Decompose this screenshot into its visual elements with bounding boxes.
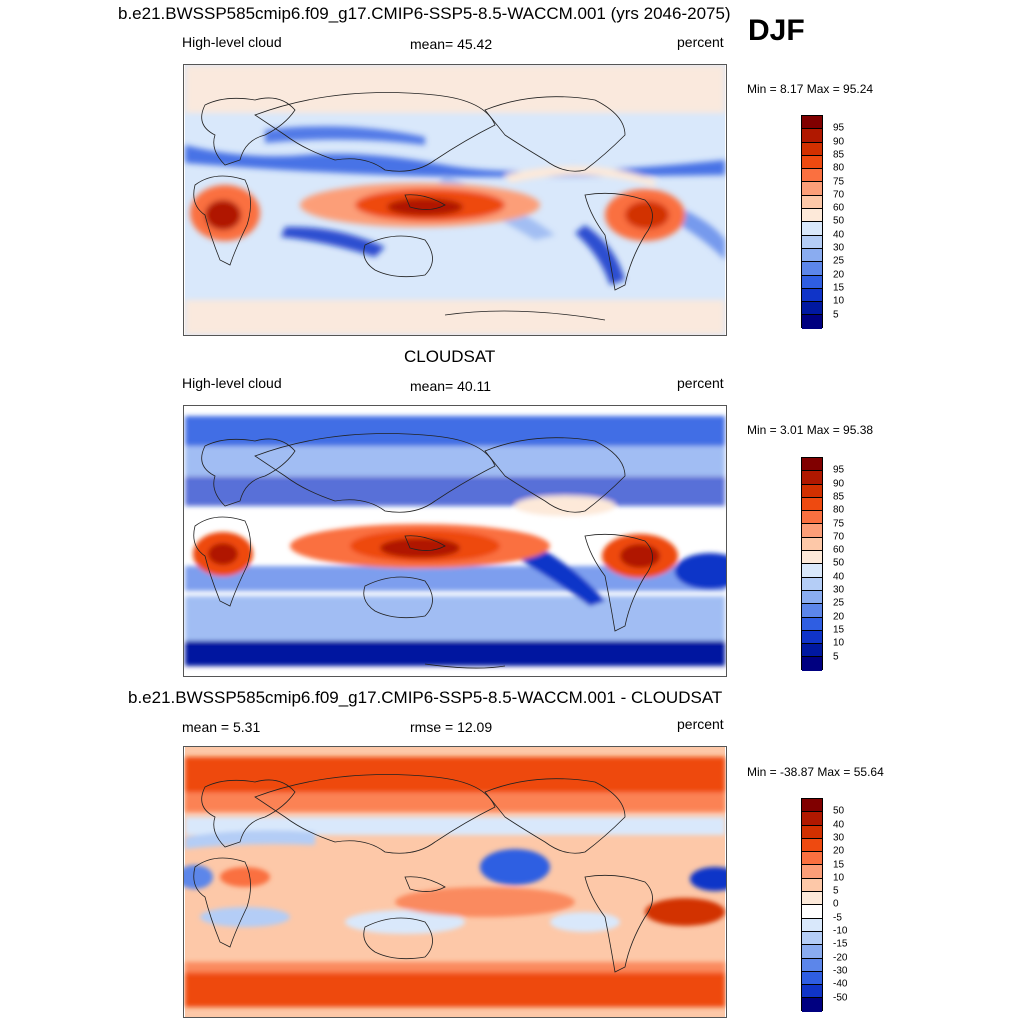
colorbar-tick-label: 90 [833,136,845,148]
colorbar-tick-label: 20 [833,845,845,857]
colorbar-tick-label: -20 [833,952,848,964]
colorbar-tick-label: -15 [833,938,848,950]
colorbar-tick-label: 40 [833,229,845,241]
colorbar-tick-label: 15 [833,624,845,636]
colorbar-tick-label: 20 [833,269,845,281]
colorbar-tick-label: 10 [833,637,845,649]
colorbar-tick-label: 15 [833,282,845,294]
colorbar-tick-label: 5 [833,885,839,897]
colorbar-tick-label: 5 [833,651,839,662]
minmax-label: Min = 8.17 Max = 95.24 [747,82,874,96]
colorbar-tick-label: -40 [833,978,848,990]
colorbar-tick-label: 50 [833,215,845,227]
colorbar-tick-label: 40 [833,819,845,831]
colorbar-tick-label: 25 [833,255,845,267]
colorbar-tick-label: 75 [833,518,845,529]
colorbar-tick-label: 80 [833,504,845,516]
colorbar-tick-label: 0 [833,898,839,910]
map-plot [183,64,727,336]
colorbar-tick-label: 60 [833,202,845,214]
colorbar-tick-label: 90 [833,478,845,490]
panel-title: b.e21.BWSSP585cmip6.f09_g17.CMIP6-SSP5-8… [118,4,731,23]
colorbar-tick-label: 70 [833,189,845,201]
colorbar-tick-label: -5 [833,912,842,924]
minmax-label: Min = -38.87 Max = 55.64 [747,765,884,779]
mean-label: mean= 40.11 [410,378,492,394]
units-label: percent [677,375,724,391]
variable-label: High-level cloud [182,375,282,391]
panel-title: CLOUDSAT [404,347,496,366]
colorbar-tick-label: 50 [833,557,845,569]
rmse-label: rmse = 12.09 [410,719,493,735]
season-label: DJF [748,14,805,47]
colorbar-tick-label: 10 [833,295,845,307]
colorbar-tick-label: -50 [833,992,848,1003]
colorbar-tick-label: 60 [833,544,845,556]
colorbar-tick-label: 75 [833,176,845,187]
colorbar-tick-label: 85 [833,149,845,161]
colorbar [801,798,823,1012]
variable-label: High-level cloud [182,34,282,50]
colorbar-tick-label: 70 [833,531,845,543]
colorbar-tick-label: 20 [833,611,845,623]
mean-label: mean = 5.31 [182,719,261,735]
colorbar [801,457,823,671]
colorbar-tick-label: 15 [833,859,845,870]
units-label: percent [677,716,724,732]
colorbar-tick-label: 40 [833,571,845,583]
minmax-label: Min = 3.01 Max = 95.38 [747,423,874,437]
units-label: percent [677,34,724,50]
panel-title: b.e21.BWSSP585cmip6.f09_g17.CMIP6-SSP5-8… [128,688,723,707]
colorbar-tick-label: 80 [833,162,845,174]
colorbar-tick-label: 30 [833,584,845,596]
colorbar-tick-label: 10 [833,872,845,884]
colorbar-tick-label: 95 [833,122,845,134]
mean-label: mean= 45.42 [410,36,493,52]
colorbar-tick-label: -30 [833,965,848,977]
colorbar-tick-label: 50 [833,805,845,817]
colorbar-tick-label: 25 [833,597,845,609]
colorbar [801,115,823,329]
colorbar-tick-label: 5 [833,309,839,320]
colorbar-tick-label: 95 [833,464,845,476]
colorbar-tick-label: 30 [833,832,845,844]
colorbar-tick-label: 30 [833,242,845,254]
map-plot [183,405,727,677]
colorbar-tick-label: 85 [833,491,845,503]
map-plot [183,746,727,1018]
colorbar-tick-label: -10 [833,925,848,937]
